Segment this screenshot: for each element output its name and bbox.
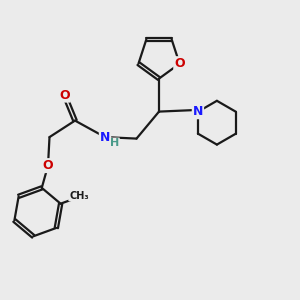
Text: N: N: [193, 105, 203, 118]
Text: O: O: [59, 88, 70, 102]
Text: H: H: [110, 138, 119, 148]
Text: N: N: [100, 130, 110, 144]
Text: CH₃: CH₃: [69, 190, 89, 200]
Text: O: O: [43, 159, 53, 172]
Text: O: O: [174, 57, 185, 70]
